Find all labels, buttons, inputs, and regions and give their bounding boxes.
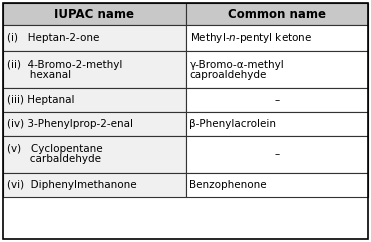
Text: (iv) 3-Phenylprop-2-enal: (iv) 3-Phenylprop-2-enal — [7, 119, 133, 129]
Bar — [3, 3, 186, 25]
Bar — [186, 173, 368, 197]
Text: carbaldehyde: carbaldehyde — [7, 154, 101, 165]
Bar — [186, 51, 368, 88]
Text: (iii) Heptanal: (iii) Heptanal — [7, 95, 75, 105]
Bar — [186, 112, 368, 136]
Text: (ii)  4-Bromo-2-methyl: (ii) 4-Bromo-2-methyl — [7, 60, 122, 69]
Bar — [186, 3, 368, 25]
Text: hexanal: hexanal — [7, 69, 71, 80]
Text: IUPAC name: IUPAC name — [54, 8, 134, 21]
Text: γ-Bromo-α-methyl: γ-Bromo-α-methyl — [190, 60, 284, 69]
Text: β-Phenylacrolein: β-Phenylacrolein — [190, 119, 276, 129]
Bar — [3, 88, 186, 112]
Bar — [3, 25, 186, 51]
Text: Benzophenone: Benzophenone — [190, 180, 267, 190]
Bar — [3, 173, 186, 197]
Bar — [3, 136, 186, 173]
Bar — [186, 88, 368, 112]
Text: (v)   Cyclopentane: (v) Cyclopentane — [7, 144, 103, 154]
Text: (vi)  Diphenylmethanone: (vi) Diphenylmethanone — [7, 180, 137, 190]
Text: –: – — [274, 150, 279, 159]
Text: caproaldehyde: caproaldehyde — [190, 69, 267, 80]
Bar — [186, 25, 368, 51]
Text: Common name: Common name — [228, 8, 326, 21]
Bar — [3, 112, 186, 136]
Text: –: – — [274, 95, 279, 105]
Bar — [186, 136, 368, 173]
Text: (i)   Heptan-2-one: (i) Heptan-2-one — [7, 33, 99, 43]
Text: Methyl-$\mathit{n}$-pentyl ketone: Methyl-$\mathit{n}$-pentyl ketone — [190, 31, 312, 45]
Bar — [3, 51, 186, 88]
